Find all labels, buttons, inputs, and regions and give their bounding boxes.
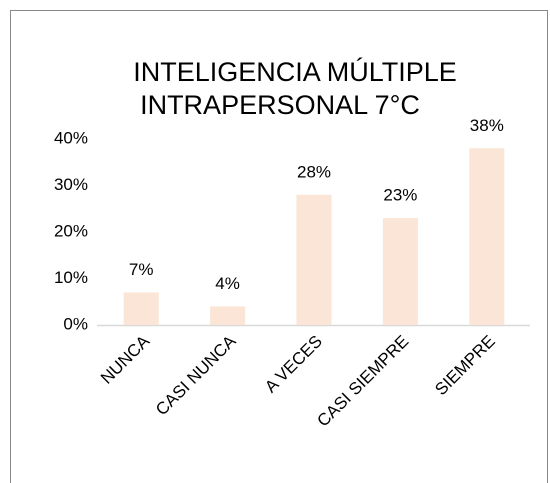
data-label: 7% (129, 260, 154, 279)
bar (296, 194, 332, 325)
bar (210, 306, 246, 325)
data-label: 38% (470, 116, 504, 135)
chart-border (10, 10, 548, 483)
chart-title: INTRAPERSONAL 7°C (140, 90, 420, 120)
data-label: 23% (383, 186, 417, 205)
y-tick-label: 0% (63, 314, 88, 333)
data-label: 4% (215, 274, 240, 293)
bar (469, 148, 505, 325)
y-tick-label: 30% (54, 175, 88, 194)
bar (382, 218, 418, 325)
y-tick-label: 40% (54, 128, 88, 147)
data-label: 28% (297, 162, 331, 181)
y-tick-label: 20% (54, 221, 88, 240)
chart-title: INTELIGENCIA MÚLTIPLE (133, 56, 457, 87)
bar (123, 292, 159, 325)
y-tick-label: 10% (54, 268, 88, 287)
